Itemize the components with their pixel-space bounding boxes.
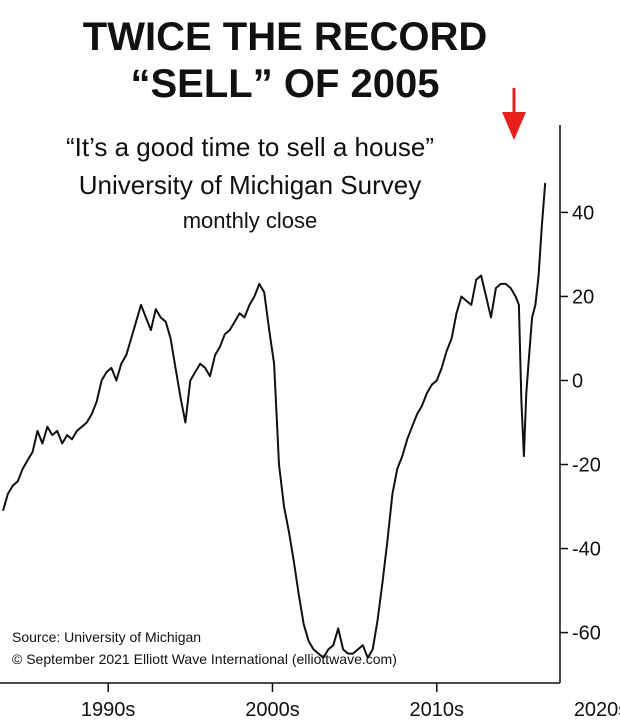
series-line	[2, 182, 547, 659]
peak-arrow	[502, 88, 526, 140]
series-layer	[2, 182, 547, 659]
chart-title-line-2: “SELL” OF 2005	[131, 62, 440, 106]
y-tick-label: 20	[572, 286, 594, 308]
y-tick-label: -20	[572, 455, 601, 477]
x-axis: 1990s 2000s 2010s 2020s	[0, 682, 620, 721]
y-tick-label: 40	[572, 202, 594, 224]
x-tick-label: 2010s	[410, 699, 465, 721]
y-tick-label: -60	[572, 623, 601, 645]
chart-subtitle-line-2: University of Michigan Survey	[79, 170, 421, 200]
chart-title-line-1: TWICE THE RECORD	[83, 15, 487, 59]
y-axis: 40 20 0 -20 -40 -60	[559, 125, 601, 683]
x-tick-label: 1990s	[81, 699, 136, 721]
chart-subtitle-small: monthly close	[183, 208, 318, 233]
x-tick-label: 2000s	[245, 699, 300, 721]
y-tick-label: 0	[572, 370, 583, 392]
source-line-1: Source: University of Michigan	[12, 629, 201, 645]
source-line-2: © September 2021 Elliott Wave Internatio…	[12, 651, 397, 667]
y-tick-label: -40	[572, 539, 601, 561]
chart-subtitle-line-1: “It’s a good time to sell a house”	[66, 132, 434, 162]
x-tick-label: 2020s	[574, 699, 620, 721]
peak-arrow-head	[502, 112, 526, 140]
